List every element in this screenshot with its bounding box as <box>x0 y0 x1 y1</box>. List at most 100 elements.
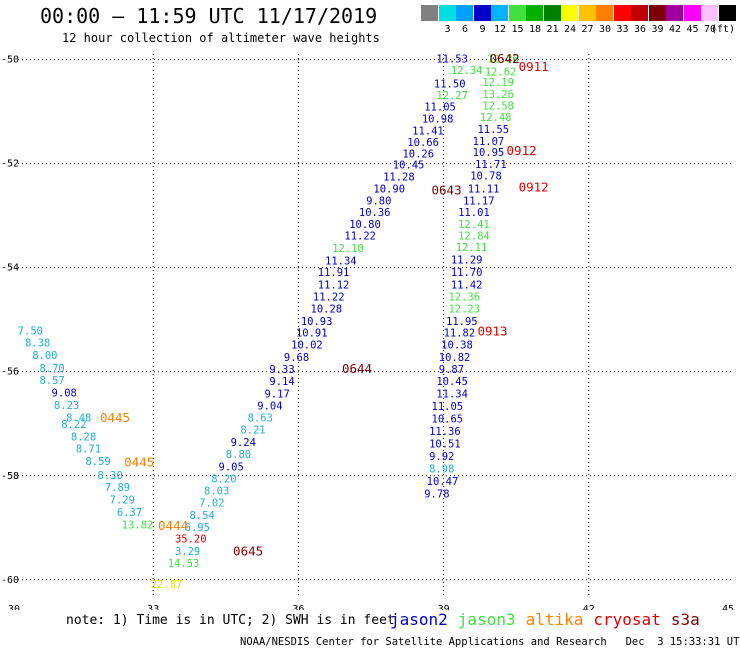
colorbar-label: 36 <box>633 24 647 35</box>
wave-height-label: 11.34 <box>325 255 357 267</box>
wave-height-label: 11.42 <box>451 279 483 291</box>
wave-height-label: 10.95 <box>473 147 505 159</box>
legend-jason2: jason2 <box>390 610 448 629</box>
wave-height-label: 9.80 <box>366 196 391 208</box>
colorbar-swatch <box>578 5 596 21</box>
pass-time-label: 0645 <box>233 544 263 559</box>
wave-height-label: 10.65 <box>432 414 464 426</box>
wave-height-label: 11.55 <box>477 124 509 136</box>
wave-height-label: 11.01 <box>458 207 490 219</box>
wave-height-label: 35.20 <box>175 534 207 546</box>
wave-height-label: 10.93 <box>301 316 333 328</box>
wave-height-label: 11.12 <box>318 279 350 291</box>
wave-height-label: 8.21 <box>240 424 265 436</box>
wave-height-label: 8.00 <box>32 350 57 362</box>
wave-height-label: 11.11 <box>468 184 500 196</box>
wave-height-label: 9.92 <box>429 451 454 463</box>
pass-time-label: 0444 <box>158 518 188 533</box>
wave-height-label: 12.26 <box>487 54 519 66</box>
colorbar-swatch <box>666 5 683 21</box>
colorbar-swatch <box>701 5 718 21</box>
colorbar-swatch <box>526 5 543 21</box>
legend-jason3: jason3 <box>457 610 516 629</box>
wave-height-label: 8.03 <box>204 485 229 497</box>
wave-height-label: 12.58 <box>482 100 514 112</box>
colorbar-swatch <box>718 5 736 21</box>
wave-height-label: 12.48 <box>480 112 512 124</box>
colorbar-swatch <box>596 5 613 21</box>
colorbar-label: 21 <box>546 24 559 35</box>
colorbar-units: (ft) <box>710 24 736 35</box>
wave-height-label: 12.36 <box>448 291 480 303</box>
wave-height-label: 11.28 <box>383 172 415 184</box>
legend-cryosat: cryosat <box>593 610 661 629</box>
wave-height-label: 10.02 <box>291 340 323 352</box>
lon-tick-label: 42 <box>583 604 595 610</box>
wave-height-label: 11.41 <box>412 125 444 137</box>
wave-height-label: 9.24 <box>231 437 256 449</box>
wave-height-label: 10.28 <box>311 303 343 315</box>
colorbar-swatch <box>631 5 648 21</box>
wave-height-label: 10.45 <box>393 160 425 172</box>
wave-height-label: 10.26 <box>402 148 434 160</box>
map-subtitle: 12 hour collection of altimeter wave hei… <box>62 31 380 45</box>
wave-height-label: 11.82 <box>444 328 476 340</box>
wave-height-label: 8.30 <box>98 470 123 482</box>
colorbar-label: 24 <box>563 24 577 35</box>
wave-height-label: 13.26 <box>482 89 514 101</box>
lon-tick-label: 36 <box>292 604 304 610</box>
axis-tick-labels: 30 33 36 39 42 45 -50 -52 -54 -56 -58 -60 <box>1 55 734 610</box>
wave-height-label: 10.47 <box>427 476 459 488</box>
pass-time-label: 0911 <box>519 59 549 74</box>
wave-height-label: 9.04 <box>257 401 282 413</box>
colorbar-label: 6 <box>461 24 469 35</box>
colorbar-swatch <box>508 5 526 21</box>
wave-height-label: 7.02 <box>199 497 224 509</box>
colorbar-label: 18 <box>528 24 542 35</box>
lon-tick-label: 39 <box>438 604 450 610</box>
lat-tick-label: -54 <box>1 263 19 274</box>
wave-height-label: 12.62 <box>485 67 517 79</box>
wave-height-label: 12.10 <box>332 243 364 255</box>
colorbar-label: 39 <box>651 24 664 35</box>
wave-height-label: 8.98 <box>429 464 454 476</box>
units-note: note: 1) Time is in UTC; 2) SWH is in fe… <box>66 613 395 628</box>
wave-height-label: 7.89 <box>105 482 130 494</box>
wave-height-label: 8.20 <box>211 473 236 485</box>
wave-height-label: 11.17 <box>463 196 495 208</box>
colorbar-swatch <box>543 5 561 21</box>
wave-height-label: 9.05 <box>219 461 244 473</box>
wave-height-label: 11.95 <box>446 316 478 328</box>
legend-altika: altika <box>525 610 584 629</box>
pass-time-label: 0642 <box>490 51 520 66</box>
wave-height-label: 10.66 <box>407 137 439 149</box>
lon-tick-label: 45 <box>722 604 734 610</box>
wave-height-label: 7.29 <box>110 495 135 507</box>
wave-height-label: 11.34 <box>436 389 468 401</box>
pass-time-label: 0644 <box>342 361 372 376</box>
pass-time-label: 0913 <box>477 324 507 339</box>
colorbar-label: 70 <box>703 24 717 35</box>
credit-footer: NOAA/NESDIS Center for Satellite Applica… <box>240 636 740 648</box>
wave-height-label: 8.28 <box>71 431 96 443</box>
colorbar-swatch <box>683 5 701 21</box>
wave-height-label: 12.11 <box>456 242 488 254</box>
colorbar-label: 27 <box>581 24 594 35</box>
wave-height-label: 6.95 <box>185 522 210 534</box>
wave-height-label: 9.87 <box>439 364 464 376</box>
colorbar-label: 33 <box>616 24 629 35</box>
colorbar-swatch <box>491 5 508 21</box>
map-title: 00:00 – 11:59 UTC 11/17/2019 <box>40 4 378 28</box>
wave-height-label: 10.80 <box>349 219 381 231</box>
lat-tick-label: -50 <box>1 55 19 66</box>
wave-height-label: 12.34 <box>451 65 483 77</box>
lat-tick-label: -60 <box>1 575 19 586</box>
pass-time-label: 0445 <box>124 454 154 469</box>
wave-height-label: 7.50 <box>18 326 43 338</box>
wave-height-label: 9.33 <box>269 364 294 376</box>
wave-height-label: 8.22 <box>61 419 86 431</box>
pass-time-label: 0912 <box>507 143 537 158</box>
wave-height-label: 10.82 <box>439 352 471 364</box>
wave-height-label: 8.59 <box>85 456 110 468</box>
satellite-legend: jason2 jason3 altika cryosat s3a <box>390 610 710 629</box>
